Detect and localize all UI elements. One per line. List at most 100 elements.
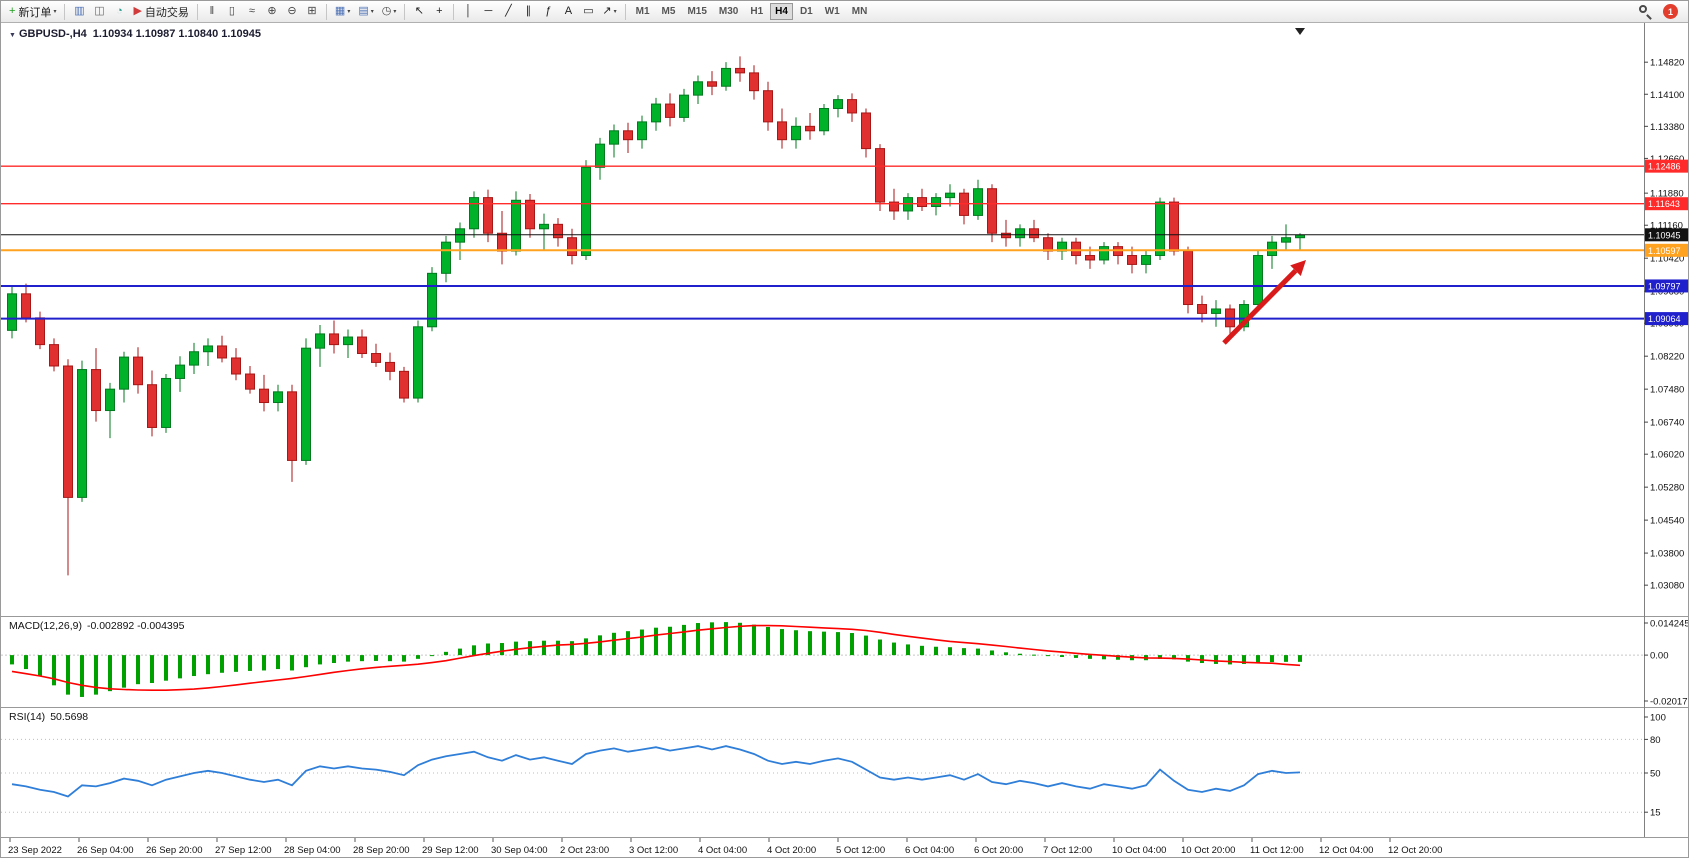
timeframe-mn[interactable]: MN	[851, 6, 868, 17]
svg-text:15: 15	[1650, 808, 1661, 819]
chevron-down-icon: ▾	[613, 9, 617, 15]
price-label-1.12486: 1.12486	[1645, 159, 1688, 173]
svg-text:12 Oct 04:00: 12 Oct 04:00	[1319, 845, 1373, 856]
zoom-in-button[interactable]: ⊕	[263, 3, 281, 21]
channel-button[interactable]: ∥	[519, 3, 537, 21]
rsi-axis-ticks[interactable]: 100 80 50 15	[1644, 713, 1666, 819]
text-tool-button[interactable]: A	[559, 3, 577, 21]
bar-chart-button[interactable]: ‖	[203, 3, 221, 21]
new-order-label: 新订单	[18, 6, 52, 19]
price-axis-ticks[interactable]: 1.14820 1.14100 1.13380 1.12660 1.11880 1.111…	[1644, 58, 1684, 592]
crosshair-icon: +	[436, 5, 443, 17]
horizontal-line-button[interactable]: ─	[479, 3, 497, 21]
candlestick-chart-button[interactable]: ▯	[223, 3, 241, 21]
new-order-button[interactable]: + 新订单 ▾	[6, 3, 59, 21]
toolbar-separator	[196, 3, 198, 20]
svg-text:-0.020171: -0.020171	[1650, 697, 1689, 708]
fibonacci-icon: ƒ	[545, 5, 552, 17]
macd-panel[interactable]: 0.014245 0.00 -0.020171	[1, 616, 1689, 707]
svg-text:1.14100: 1.14100	[1650, 90, 1684, 101]
svg-text:26 Sep 20:00: 26 Sep 20:00	[146, 845, 203, 856]
profiles-button[interactable]: ◫	[90, 3, 108, 21]
ohlc-values: 1.10934 1.10987 1.10840 1.10945	[92, 28, 261, 40]
timeframe-h1[interactable]: H1	[750, 6, 764, 17]
macd-label: MACD(12,26,9) -0.002892 -0.004395	[9, 620, 184, 632]
autotrading-label: 自动交易	[144, 6, 189, 19]
svg-text:7 Oct 12:00: 7 Oct 12:00	[1043, 845, 1092, 856]
autotrading-button[interactable]: ▶ 自动交易	[130, 3, 191, 21]
toolbar-separator	[404, 3, 406, 20]
charts-icon: ▥	[74, 5, 85, 17]
community-icon: ◔	[116, 5, 123, 17]
timeframe-w1[interactable]: W1	[824, 6, 840, 17]
svg-text:10 Oct 04:00: 10 Oct 04:00	[1112, 845, 1166, 856]
price-label-1.09797: 1.09797	[1645, 279, 1688, 293]
svg-text:1.10420: 1.10420	[1650, 254, 1684, 265]
svg-text:50: 50	[1650, 769, 1661, 780]
label-tool-button[interactable]: ▭	[579, 3, 597, 21]
svg-text:1.12660: 1.12660	[1650, 154, 1684, 165]
toolbar-separator	[325, 3, 327, 20]
cursor-icon: ↖	[414, 5, 424, 17]
price-label-1.11643: 1.11643	[1645, 197, 1688, 211]
timeframe-m30[interactable]: M30	[718, 6, 739, 17]
svg-text:5 Oct 12:00: 5 Oct 12:00	[836, 845, 885, 856]
svg-text:12 Oct 20:00: 12 Oct 20:00	[1388, 845, 1442, 856]
toolbar-separator	[453, 3, 455, 20]
svg-text:1.05280: 1.05280	[1650, 483, 1684, 494]
macd-name: MACD(12,26,9)	[9, 620, 82, 632]
symbol-collapse-icon[interactable]: ▼	[9, 32, 16, 39]
tile-windows-button[interactable]: ⊞	[303, 3, 321, 21]
chart-shift-marker[interactable]	[1295, 28, 1305, 35]
rsi-label: RSI(14) 50.5698	[9, 711, 88, 723]
arrows-tool-button[interactable]: ↗ ▾	[599, 3, 619, 21]
toolbar-right: 1	[1638, 4, 1684, 20]
svg-text:0.00: 0.00	[1650, 651, 1669, 662]
autotrading-icon: ▶	[133, 5, 142, 17]
zoom-out-button[interactable]: ⊖	[283, 3, 301, 21]
trendline-icon: ╱	[505, 5, 512, 17]
new-chart-button[interactable]: ▦ ▾	[332, 3, 353, 21]
charts-button[interactable]: ▥	[70, 3, 88, 21]
channel-icon: ∥	[525, 5, 532, 17]
periods-icon: ◷	[381, 5, 392, 17]
zoom-out-icon: ⊖	[287, 5, 297, 17]
timeframe-d1[interactable]: D1	[799, 6, 813, 17]
svg-text:23 Sep 2022: 23 Sep 2022	[8, 845, 62, 856]
svg-text:100: 100	[1650, 713, 1666, 724]
timeframe-h4[interactable]: H4	[770, 3, 793, 20]
horizontal-line-icon: ─	[484, 5, 493, 17]
main-price-chart[interactable]: 1.14820 1.14100 1.13380 1.12660 1.11880 1.111…	[1, 23, 1689, 616]
line-chart-icon: ≈	[248, 5, 255, 17]
time-axis[interactable]: 23 Sep 2022 26 Sep 04:00 26 Sep 20:00 27 Se…	[1, 837, 1689, 858]
svg-text:11 Oct 12:00: 11 Oct 12:00	[1250, 845, 1304, 856]
vertical-line-button[interactable]: │	[459, 3, 477, 21]
arrow-annotation[interactable]	[1222, 260, 1306, 345]
periods-button[interactable]: ◷ ▾	[379, 3, 400, 21]
chart-profiles-icon: ▤	[358, 5, 369, 17]
price-label-1.10945: 1.10945	[1645, 228, 1688, 242]
notification-badge[interactable]: 1	[1663, 4, 1678, 19]
time-labels: 23 Sep 2022 26 Sep 04:00 26 Sep 20:00 27 Se…	[8, 838, 1442, 856]
line-chart-button[interactable]: ≈	[243, 3, 261, 21]
trendline-button[interactable]: ╱	[499, 3, 517, 21]
timeframe-m15[interactable]: M15	[687, 6, 707, 17]
timeframe-m1[interactable]: M1	[635, 6, 650, 17]
svg-text:1.11643: 1.11643	[1648, 199, 1680, 209]
cursor-button[interactable]: ↖	[410, 3, 428, 21]
svg-text:30 Sep 04:00: 30 Sep 04:00	[491, 845, 548, 856]
svg-text:1.09064: 1.09064	[1648, 314, 1681, 324]
macd-values: -0.002892 -0.004395	[86, 620, 185, 632]
chart-area[interactable]: ▼ GBPUSD-,H4 1.10934 1.10987 1.10840 1.109…	[1, 23, 1689, 858]
svg-text:1.04540: 1.04540	[1650, 516, 1684, 527]
chart-profiles-button[interactable]: ▤ ▾	[355, 3, 376, 21]
svg-text:0.014245: 0.014245	[1650, 619, 1689, 630]
search-icon[interactable]	[1638, 4, 1653, 20]
community-button[interactable]: ◔	[110, 3, 128, 21]
fibonacci-button[interactable]: ƒ	[539, 3, 557, 21]
timeframe-m5[interactable]: M5	[661, 6, 676, 17]
svg-text:1.03800: 1.03800	[1650, 549, 1684, 560]
rsi-panel[interactable]: 100 80 50 15	[1, 707, 1689, 837]
crosshair-button[interactable]: +	[430, 3, 448, 21]
macd-axis-ticks[interactable]: 0.014245 0.00 -0.020171	[1644, 619, 1689, 708]
